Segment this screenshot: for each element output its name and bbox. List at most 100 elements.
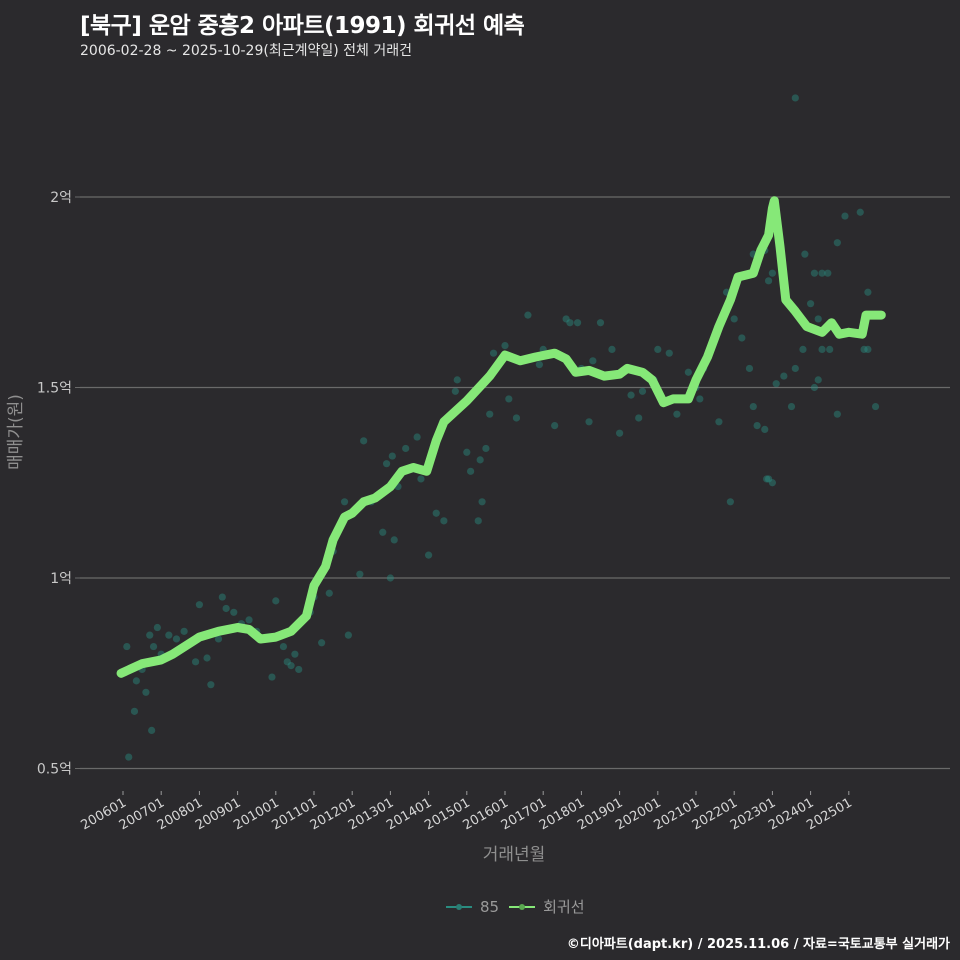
scatter-point [684, 368, 692, 376]
scatter-point [142, 688, 150, 696]
scatter-point [476, 456, 484, 464]
scatter-point [696, 395, 704, 403]
scatter-point [596, 319, 605, 327]
scatter-point [325, 589, 333, 597]
legend-swatch-85-icon [446, 903, 472, 910]
scatter-point [566, 319, 574, 327]
scatter-point [191, 658, 200, 666]
scatter-point [807, 300, 815, 308]
scatter-point [764, 475, 773, 483]
scatter-point [489, 349, 498, 357]
scatter-point [453, 376, 461, 384]
scatter-point [780, 372, 788, 380]
scatter-point [501, 341, 509, 350]
scatter-point [864, 345, 872, 353]
scatter-point [417, 475, 425, 483]
scatter-point [608, 345, 616, 353]
scatter-point [125, 753, 133, 761]
legend-swatch-regression-icon [509, 903, 536, 910]
scatter-point [478, 498, 486, 506]
scatter-point [388, 452, 396, 460]
scatter-point [589, 357, 597, 365]
x-axis-title: 거래년월 [483, 845, 546, 865]
scatter-point [245, 616, 253, 624]
scatter-point [562, 315, 570, 323]
scatter-point [799, 345, 807, 353]
scatter-point [763, 475, 771, 483]
scatter-point [616, 429, 624, 437]
scatter-point [635, 414, 643, 422]
scatter-point [344, 631, 352, 639]
scatter-point [295, 665, 303, 674]
scatter-point [654, 345, 662, 353]
regression-line [116, 196, 886, 678]
scatter-point [360, 437, 368, 445]
scatter-point [665, 349, 673, 357]
scatter-point [585, 418, 593, 426]
scatter-point [172, 635, 181, 643]
y-axis-ticks: 0.5억 1억 1.5억 2억 [37, 190, 72, 778]
scatter-point [279, 642, 288, 651]
scatter-point [463, 448, 471, 456]
scatter-point [856, 208, 864, 216]
scatter-point [467, 467, 475, 475]
scatter-point [291, 650, 299, 658]
scatter-point [230, 608, 238, 616]
scatter-point [318, 639, 326, 647]
scatter-point [768, 479, 777, 487]
y-tick-label: 2억 [50, 190, 72, 206]
scatter-point [283, 658, 291, 666]
scatter-point [573, 319, 582, 327]
scatter-point [268, 673, 276, 681]
scatter-point [340, 498, 349, 506]
scatter-point [356, 570, 364, 578]
scatter-point [810, 269, 819, 277]
scatter-point [768, 269, 777, 277]
scatter-point [425, 551, 433, 559]
y-tick-label: 1억 [50, 571, 72, 587]
scatter-point [833, 239, 841, 247]
scatter-point [132, 677, 140, 685]
scatter-point [673, 410, 681, 418]
scatter-point [440, 517, 448, 525]
scatter-point [379, 528, 387, 536]
scatter-point [505, 395, 513, 403]
scatter-point [818, 269, 826, 277]
scatter-point [738, 334, 746, 342]
legend-item-regression[interactable]: 회귀선 [509, 896, 585, 917]
scatter-point [474, 517, 482, 525]
scatter-point [482, 444, 490, 453]
legend-item-85[interactable]: 85 [446, 898, 499, 916]
scatter-point [386, 574, 394, 582]
scatter-point [382, 460, 391, 468]
scatter-point [218, 593, 226, 601]
scatter-point [148, 726, 156, 735]
scatter-point [203, 654, 211, 662]
scatter-point [730, 315, 738, 323]
chart-title: [북구] 운암 중흥2 아파트(1991) 회귀선 예측 [80, 13, 525, 39]
scatter-point [764, 277, 773, 285]
scatter-point [390, 536, 398, 544]
scatter-point [195, 601, 203, 609]
chart-subtitle: 2006-02-28 ~ 2025-10-29(최근계약일) 전체 거래건 [80, 43, 412, 59]
scatter-point [814, 315, 822, 323]
scatter-point [801, 250, 809, 258]
y-axis-title: 매매가(원) [6, 394, 26, 470]
scatter-point [180, 627, 188, 635]
scatter-point [287, 662, 295, 670]
legend-label-regression: 회귀선 [543, 898, 585, 916]
scatter-point [402, 444, 410, 453]
scatter-point [753, 422, 761, 430]
scatter-point [791, 364, 799, 373]
legend: 85 회귀선 [446, 896, 585, 917]
scatter-point [524, 311, 532, 319]
scatter-point [272, 597, 280, 605]
scatter-point [535, 361, 543, 369]
scatter-point [627, 391, 635, 399]
y-tick-label: 1.5억 [37, 381, 72, 397]
source-caption: ©디아파트(dapt.kr) / 2025.11.06 / 자료=국토교통부 실… [566, 937, 950, 952]
scatter-point [551, 422, 559, 430]
scatter-point [761, 425, 769, 434]
scatter-point [749, 402, 757, 411]
